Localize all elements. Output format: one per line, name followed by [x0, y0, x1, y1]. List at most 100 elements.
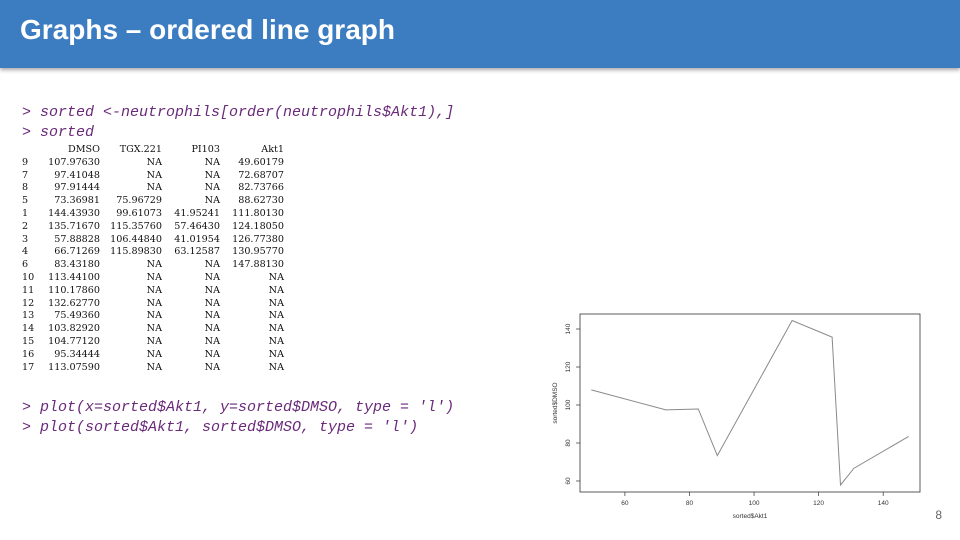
series-line [591, 319, 909, 487]
command-line-plot-named: > plot(x=sorted$Akt1, y=sorted$DMSO, typ… [22, 399, 455, 416]
row-name: 12 [22, 297, 35, 309]
table-cell: NA [204, 182, 220, 194]
table-cell: NA [146, 284, 162, 296]
table-row: 3 57.88828 106.44840 41.01954 126.77380 [22, 234, 292, 247]
table-cell: 107.97630 [48, 156, 100, 168]
row-name: 3 [22, 233, 29, 245]
table-cell: 97.91444 [54, 182, 100, 194]
table-cell: NA [268, 335, 284, 347]
table-cell: NA [268, 284, 284, 296]
x-tick-label: 100 [749, 500, 760, 507]
row-name: 4 [22, 246, 29, 258]
slide-header: Graphs – ordered line graph [0, 0, 960, 68]
row-name: 11 [22, 284, 35, 296]
table-cell: NA [146, 271, 162, 283]
table-cell: 75.49360 [54, 310, 100, 322]
table-cell: NA [204, 195, 220, 207]
row-name: 7 [22, 169, 29, 181]
line-plot: 60 80 100 120 140 60 80 100 120 140 sorted$Akt1 sor… [552, 313, 921, 520]
table-cell: NA [268, 310, 284, 322]
table-cell: NA [204, 284, 220, 296]
table-row: 2 135.71670 115.35760 57.46430 124.18050 [22, 221, 292, 234]
table-cell: NA [204, 361, 220, 373]
table-cell: NA [204, 348, 220, 360]
table-cell: NA [204, 259, 220, 271]
x-tick-label: 80 [686, 500, 694, 507]
table-cell: 41.95241 [174, 207, 220, 219]
table-cell: 72.68707 [238, 169, 284, 181]
table-row: 10 113.44100 NA NA NA [22, 272, 292, 285]
table-cell: NA [204, 323, 220, 335]
table-cell: NA [146, 182, 162, 194]
table-row: 15 104.77120 NA NA NA [22, 336, 292, 349]
table-cell: 113.07590 [48, 361, 100, 373]
table-row: 16 95.34444 NA NA NA [22, 349, 292, 362]
row-name: 16 [22, 348, 35, 360]
table-cell: 115.35760 [110, 220, 162, 232]
table-cell: 63.12587 [174, 246, 220, 258]
table-cell: 99.61073 [116, 207, 162, 219]
y-axis-label: sorted$DMSO [552, 382, 559, 423]
table-cell: NA [204, 335, 220, 347]
table-cell: NA [204, 169, 220, 181]
table-row: 12 132.62770 NA NA NA [22, 298, 292, 311]
table-cell: NA [146, 259, 162, 271]
table-cell: 73.36981 [54, 195, 100, 207]
table-cell: 144.43930 [48, 207, 100, 219]
table-row: 7 97.41048 NA NA 72.68707 [22, 170, 292, 183]
table-cell: 103.82920 [48, 323, 100, 335]
row-name: 5 [22, 195, 29, 207]
table-cell: 135.71670 [48, 220, 100, 232]
row-name: 2 [22, 220, 29, 232]
table-cell: NA [268, 297, 284, 309]
table-row: 8 97.91444 NA NA 82.73766 [22, 182, 292, 195]
table-row: 11 110.17860 NA NA NA [22, 285, 292, 298]
table-cell: NA [146, 169, 162, 181]
table-cell: NA [204, 297, 220, 309]
table-cell: 82.73766 [238, 182, 284, 194]
slide-title: Graphs – ordered line graph [20, 14, 395, 45]
table-cell: NA [268, 361, 284, 373]
table-cell: 49.60179 [238, 156, 284, 168]
table-row: 13 75.49360 NA NA NA [22, 310, 292, 323]
x-tick-label: 140 [878, 500, 889, 507]
y-tick-label: 140 [565, 323, 572, 334]
table-cell: 75.96729 [116, 195, 162, 207]
row-name: 13 [22, 310, 35, 322]
page-number: 8 [935, 508, 942, 522]
table-cell: NA [268, 271, 284, 283]
table-cell: 132.62770 [48, 297, 100, 309]
row-name: 6 [22, 259, 29, 271]
table-cell: NA [268, 323, 284, 335]
table-cell: NA [204, 310, 220, 322]
column-header: PI103 [191, 144, 220, 155]
y-tick-label: 120 [565, 361, 572, 372]
table-cell: 124.18050 [232, 220, 284, 232]
row-name: 15 [22, 335, 35, 347]
command-line-sort: > sorted <-neutrophils[order(neutrophils… [22, 104, 455, 121]
row-name: 17 [22, 361, 35, 373]
command-line-plot-positional: > plot(sorted$Akt1, sorted$DMSO, type = … [22, 419, 419, 436]
table-cell: NA [146, 310, 162, 322]
table-cell: 66.71269 [54, 246, 100, 258]
table-cell: 106.44840 [110, 233, 162, 245]
table-cell: 115.89830 [110, 246, 162, 258]
table-cell: 57.88828 [54, 233, 100, 245]
table-cell: NA [146, 297, 162, 309]
table-cell: 57.46430 [174, 220, 220, 232]
table-cell: 147.88130 [232, 259, 284, 271]
row-name: 10 [22, 271, 35, 283]
row-name: 8 [22, 182, 29, 194]
table-cell: NA [204, 271, 220, 283]
table-row: 5 73.36981 75.96729 NA 88.62730 [22, 195, 292, 208]
sorted-data-table: DMSO TGX.221 PI103 Akt1 9 107.97630 NA NA 49.601… [22, 144, 292, 374]
table-cell: NA [146, 335, 162, 347]
table-cell: 88.62730 [238, 195, 284, 207]
y-tick-label: 60 [565, 477, 572, 485]
column-header: TGX.221 [119, 144, 162, 155]
table-cell: 110.17860 [48, 284, 100, 296]
table-cell: 130.95770 [232, 246, 284, 258]
y-tick-label: 80 [565, 439, 572, 447]
x-tick-label: 120 [813, 500, 824, 507]
table-row: 6 83.43180 NA NA 147.88130 [22, 259, 292, 272]
